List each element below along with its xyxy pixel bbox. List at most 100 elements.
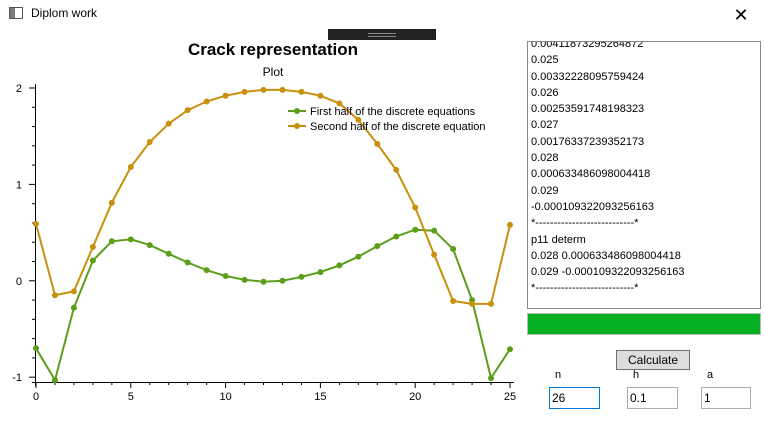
legend-swatch-marker <box>294 108 300 114</box>
progress-fill <box>528 314 760 334</box>
series-1-point <box>431 227 438 234</box>
series-2-point <box>336 100 343 107</box>
series-1-point <box>355 253 362 260</box>
series-2-point <box>279 86 286 93</box>
x-tick-label: 20 <box>409 391 421 403</box>
log-line: 0.00176337239352173 <box>531 135 645 148</box>
series-2-point <box>203 98 210 105</box>
x-tick-label: 15 <box>314 391 326 403</box>
legend-label: First half of the discrete equations <box>310 106 476 118</box>
series-1-point <box>336 262 343 269</box>
series-1-point <box>393 233 400 240</box>
legend-label: Second half of the discrete equation <box>310 121 486 133</box>
log-line: 0.027 <box>531 119 559 132</box>
y-tick-label: 2 <box>16 83 22 95</box>
series-2-point <box>374 140 381 147</box>
h-input[interactable]: 0.1 <box>627 387 678 409</box>
series-2-point <box>469 300 476 307</box>
x-tick-label: 5 <box>128 391 134 403</box>
log-line: 0.00253591748198323 <box>531 103 645 116</box>
a-input[interactable]: 1 <box>701 387 751 409</box>
series-1-point <box>507 346 513 353</box>
series-2-point <box>431 251 438 258</box>
y-tick-label: 0 <box>16 276 22 288</box>
series-2-point <box>89 244 96 251</box>
series-1-point <box>317 269 324 276</box>
series-1-point <box>222 272 229 279</box>
close-button[interactable]: ✕ <box>733 4 749 25</box>
series-2-point <box>241 88 248 95</box>
log-line: -0.000109322093256163 <box>531 200 654 213</box>
log-line: 0.028 <box>531 152 559 165</box>
window-title: Diplom work <box>31 6 98 20</box>
series-2-point <box>450 298 457 305</box>
series-1-point <box>298 273 305 280</box>
series-2-point <box>184 107 191 114</box>
series-1-point <box>374 243 381 250</box>
x-tick-label: 10 <box>219 391 231 403</box>
log-line: *---------------------------* <box>531 217 639 230</box>
title-bar: Diplom work ✕ <box>0 0 764 30</box>
log-line: p11 determ <box>531 233 586 246</box>
y-tick-label: 1 <box>16 179 22 191</box>
splitter-handle[interactable] <box>328 29 436 40</box>
log-line: *---------------------------* <box>531 282 639 295</box>
y-tick-label: -1 <box>12 372 22 384</box>
series-1-point <box>33 345 39 352</box>
n-label: n <box>555 369 562 381</box>
calculate-button[interactable]: Calculate <box>616 350 690 370</box>
series-2-point <box>165 120 172 127</box>
series-1-point <box>450 245 457 252</box>
series-2-point <box>393 166 400 173</box>
series-1-point <box>279 277 286 284</box>
series-2-point <box>507 221 513 228</box>
series-1-point <box>260 278 267 285</box>
log-line: 0.025 <box>531 54 559 67</box>
series-1-point <box>203 267 210 274</box>
series-2-point <box>70 288 77 295</box>
series-2-point <box>298 88 305 95</box>
series-1-point <box>241 276 248 283</box>
series-2-point <box>488 300 495 307</box>
log-line: 0.00411873295264872 <box>531 41 644 50</box>
log-line: 0.00332228095759424 <box>531 70 645 83</box>
log-line: 0.000633486098004418 <box>531 168 651 181</box>
series-1-point <box>165 250 172 257</box>
series-2-point <box>51 292 58 299</box>
log-line: 0.026 <box>531 86 559 99</box>
series-2-point <box>317 92 324 99</box>
series-1-point <box>89 257 96 264</box>
series-2-point <box>412 204 419 211</box>
output-log-text: 0.00411873295264872 0.025 0.00332228095759… <box>531 41 685 297</box>
series-1-point <box>146 242 153 249</box>
progress-bar <box>527 313 761 335</box>
series-2-point <box>355 116 362 123</box>
series-1-point <box>184 259 191 266</box>
app-window-icon <box>9 7 23 19</box>
series-1-point <box>70 304 77 311</box>
legend-swatch-marker <box>294 123 300 129</box>
h-label: h <box>633 369 640 381</box>
series-line-1 <box>35 228 511 383</box>
n-input[interactable]: 26 <box>549 387 600 409</box>
series-1-point <box>108 238 115 245</box>
series-line-2 <box>35 88 511 305</box>
output-log-textbox[interactable]: 0.00411873295264872 0.025 0.00332228095759… <box>527 41 761 309</box>
log-line: 0.029 -0.000109322093256163 <box>531 266 685 279</box>
series-2-point <box>33 220 39 227</box>
log-line: 0.028 0.000633486098004418 <box>531 249 681 262</box>
series-2-point <box>222 92 229 99</box>
x-tick-label: 0 <box>33 391 39 403</box>
series-1-point <box>412 226 419 233</box>
x-tick-label: 25 <box>504 391 516 403</box>
series-2-point <box>146 138 153 145</box>
log-line: 0.029 <box>531 184 559 197</box>
series-2-point <box>260 86 267 93</box>
series-1-point <box>488 375 495 382</box>
series-2-point <box>108 199 115 206</box>
chart-title: Crack representation <box>187 40 359 59</box>
a-label: a <box>707 369 714 381</box>
series-1-point <box>127 236 134 243</box>
series-1-point <box>51 377 58 384</box>
